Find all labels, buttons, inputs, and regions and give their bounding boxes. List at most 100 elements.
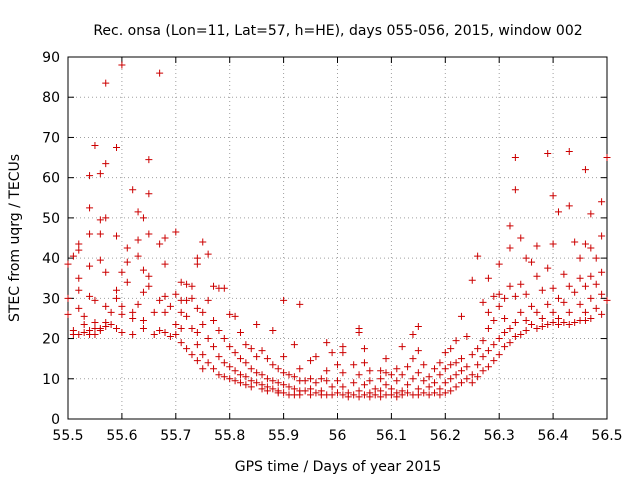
y-tick-label: 0 <box>51 412 60 428</box>
data-point <box>457 355 465 363</box>
data-point <box>96 230 104 238</box>
data-point <box>172 331 180 339</box>
data-point <box>339 343 347 351</box>
data-point <box>501 343 509 351</box>
data-point <box>188 325 196 332</box>
x-tick-label: 55.6 <box>106 428 137 444</box>
data-point <box>253 353 261 361</box>
data-point <box>398 391 406 399</box>
data-point <box>447 345 455 353</box>
data-point <box>290 385 298 393</box>
data-point <box>139 214 147 222</box>
data-point <box>280 353 288 361</box>
data-point <box>511 292 519 300</box>
data-point <box>474 373 482 381</box>
data-point <box>360 381 368 389</box>
data-point <box>490 357 498 365</box>
data-point <box>581 308 589 316</box>
data-point <box>317 375 325 383</box>
data-point <box>393 377 401 385</box>
data-point <box>150 308 158 316</box>
data-point <box>334 377 341 385</box>
data-point <box>366 367 374 375</box>
data-point <box>436 359 444 367</box>
data-point <box>296 300 304 308</box>
data-point <box>517 331 525 339</box>
data-point <box>382 381 390 389</box>
grid-lines <box>68 57 607 419</box>
data-point <box>166 333 174 341</box>
data-point <box>296 365 304 373</box>
data-point <box>312 389 320 397</box>
data-point <box>118 310 126 318</box>
data-point <box>263 387 271 395</box>
data-point <box>156 327 164 335</box>
data-point <box>199 308 207 316</box>
x-tick-label: 56.1 <box>376 428 407 444</box>
data-point <box>506 325 514 332</box>
data-point <box>571 318 579 326</box>
data-point <box>129 186 137 194</box>
data-point <box>511 333 519 341</box>
data-point <box>468 379 476 387</box>
data-point <box>603 154 611 162</box>
data-point <box>210 365 218 373</box>
data-point <box>490 292 498 300</box>
data-point <box>409 355 417 363</box>
data-point <box>96 170 104 178</box>
data-point <box>204 296 212 304</box>
data-point <box>247 365 255 373</box>
data-point <box>258 347 266 355</box>
data-point <box>75 286 83 294</box>
y-tick-label: 20 <box>42 332 60 348</box>
x-axis-label: GPS time / Days of year 2015 <box>235 459 442 475</box>
y-tick-label: 60 <box>42 171 60 187</box>
data-point <box>587 244 595 252</box>
data-point <box>398 371 406 379</box>
data-point <box>484 274 492 282</box>
data-point <box>210 343 218 351</box>
data-point <box>285 371 293 379</box>
data-point <box>86 204 94 212</box>
data-point <box>296 391 304 399</box>
data-point <box>387 371 395 379</box>
data-point <box>425 391 433 399</box>
data-point <box>156 296 164 304</box>
data-point <box>258 385 266 393</box>
data-point <box>102 268 110 276</box>
y-tick-label: 70 <box>42 130 60 146</box>
x-tick-label: 55.8 <box>214 428 245 444</box>
data-point <box>231 367 239 375</box>
data-point <box>598 232 606 240</box>
data-point <box>118 61 126 69</box>
data-point <box>382 369 390 377</box>
data-point <box>91 296 99 304</box>
data-point <box>420 389 428 397</box>
data-point <box>102 214 110 222</box>
data-point <box>479 353 487 361</box>
data-point <box>409 375 417 383</box>
data-point <box>436 391 444 399</box>
data-point <box>457 312 465 320</box>
data-point <box>560 270 568 278</box>
data-point <box>581 282 589 290</box>
data-point <box>538 322 546 330</box>
data-point <box>161 329 169 337</box>
data-point <box>382 355 390 363</box>
data-point <box>522 254 530 262</box>
data-point <box>102 79 110 87</box>
data-point <box>215 353 223 361</box>
data-point <box>177 308 185 316</box>
data-point <box>549 284 557 292</box>
data-point <box>592 304 600 312</box>
data-point <box>592 280 600 288</box>
data-point <box>193 254 201 262</box>
data-point <box>75 246 83 254</box>
data-point <box>414 322 422 330</box>
data-point <box>161 308 169 316</box>
data-point <box>554 294 562 302</box>
data-point <box>307 375 315 383</box>
data-point <box>280 369 288 377</box>
data-point <box>598 310 606 318</box>
data-point <box>215 327 223 335</box>
